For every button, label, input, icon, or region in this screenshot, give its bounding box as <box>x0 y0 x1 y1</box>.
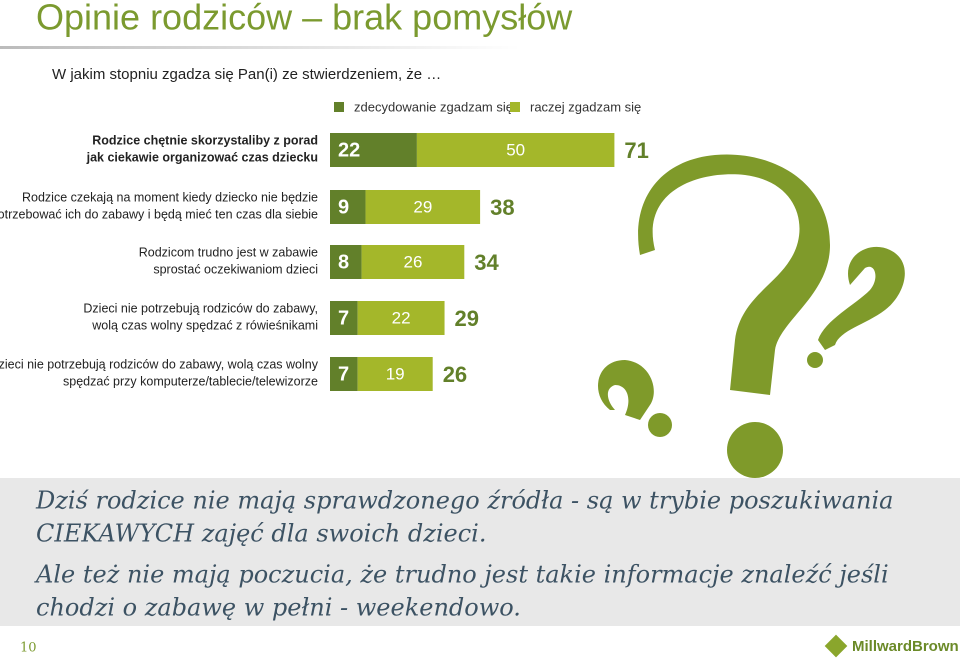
logo-mark <box>824 634 848 658</box>
note-line: Dziś rodzice nie mają sprawdzonego źródł… <box>35 487 893 515</box>
bar-segment <box>416 133 615 167</box>
value-label: 50 <box>506 140 525 159</box>
category-label: potrzebować ich do zabawy i będą mieć te… <box>0 207 318 221</box>
total-label: 38 <box>490 195 514 220</box>
value-label: 7 <box>338 363 349 385</box>
qmark-big <box>638 154 830 395</box>
total-label: 29 <box>455 306 479 331</box>
value-label: 8 <box>338 251 349 273</box>
page-number: 10 <box>20 641 37 656</box>
total-label: 26 <box>443 362 467 387</box>
qmark-dot <box>727 422 783 478</box>
note-line: chodzi o zabawę w pełni - weekendowo. <box>36 594 521 622</box>
category-label: jak ciekawie organizować czas dziecku <box>86 150 318 164</box>
title: Opinie rodziców – brak pomysłów <box>36 0 573 38</box>
category-label: sprostać oczekiwaniom dzieci <box>153 262 318 276</box>
value-label: 9 <box>338 196 349 218</box>
bar-segment <box>330 245 362 279</box>
question-marks <box>598 154 905 478</box>
category-label: Dzieci nie potrzebują rodziców do zabawy… <box>83 301 318 315</box>
category-label: Rodzice czekają na moment kiedy dziecko … <box>22 190 318 204</box>
note-band <box>0 478 960 626</box>
brand: MillwardBrown <box>852 638 959 655</box>
bar-segment <box>330 190 366 224</box>
category-label: spędzać przy komputerze/tablecie/telewiz… <box>63 374 318 388</box>
bar-segment <box>330 133 417 167</box>
legend-swatch <box>510 102 520 112</box>
value-label: 7 <box>338 307 349 329</box>
legend-label: zdecydowanie zgadzam się <box>354 99 513 114</box>
bar-segment <box>330 301 358 335</box>
bar-segment <box>357 357 433 391</box>
category-label: Dzieci nie potrzebują rodziców do zabawy… <box>0 357 319 371</box>
bar-segment <box>361 245 465 279</box>
value-label: 29 <box>413 197 432 216</box>
value-label: 22 <box>338 139 360 161</box>
qmark-left <box>598 360 654 420</box>
total-label: 71 <box>624 138 648 163</box>
qmark-dot <box>807 352 823 368</box>
legend-swatch <box>334 102 344 112</box>
category-label: Rodzicom trudno jest w zabawie <box>139 245 318 259</box>
category-label: wolą czas wolny spędzać z rówieśnikami <box>91 318 318 332</box>
qmark-right <box>818 246 905 350</box>
qmark-dot <box>648 413 672 437</box>
note-line: CIEKAWYCH zajęć dla swoich dzieci. <box>36 520 486 548</box>
legend-label: raczej zgadzam się <box>530 99 641 114</box>
value-label: 19 <box>386 364 405 383</box>
title-rule <box>0 46 520 49</box>
subtitle: W jakim stopniu zgadza się Pan(i) ze stw… <box>52 66 441 83</box>
total-label: 34 <box>474 250 499 275</box>
value-label: 22 <box>392 308 411 327</box>
bar-segment <box>365 190 481 224</box>
bar-segment <box>357 301 445 335</box>
value-label: 26 <box>403 252 422 271</box>
category-label: Rodzice chętnie skorzystaliby z porad <box>92 133 318 147</box>
bar-segment <box>330 357 358 391</box>
note-line: Ale też nie mają poczucia, że trudno jes… <box>34 561 889 589</box>
